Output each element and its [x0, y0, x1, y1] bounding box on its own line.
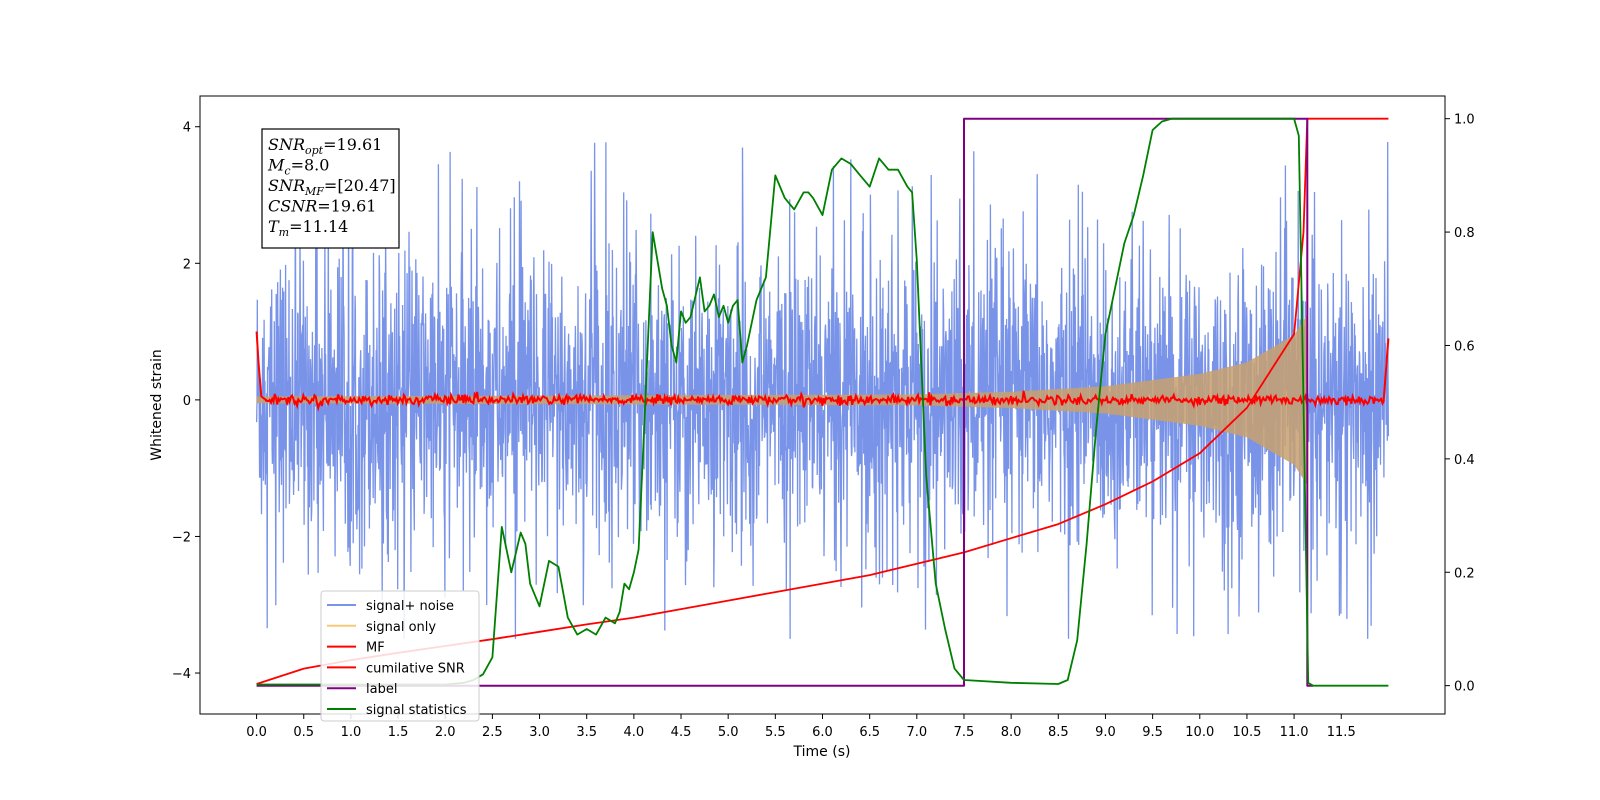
x-axis: 0.0 0.5 1.0 1.5 2.0 2.5 3.0 3.5 4.0 4.5 5.0 5.5 6.0 6… — [246, 714, 1356, 740]
y-left-tick-label: 4 — [183, 121, 191, 136]
y-axis-right: 1.0 0.8 0.6 0.4 0.2 0.0 — [1445, 113, 1475, 695]
signal-plus-noise-series — [255, 141, 1390, 639]
annotation-symbol: M — [267, 156, 285, 175]
y-left-tick-label: −4 — [172, 667, 191, 682]
annotation-box: SNRopt=19.61Mc=8.0SNRMF=[20.47]CSNR=19.6… — [261, 128, 400, 249]
annotation-subscript: c — [284, 165, 290, 178]
x-tick-label: 3.5 — [576, 725, 597, 740]
signal-only-layer — [256, 314, 1308, 486]
legend-label: MF — [366, 641, 385, 656]
y-axis-left: 4 2 0 −2 −4 — [172, 121, 200, 682]
y-right-tick-label: 0.0 — [1454, 680, 1475, 695]
annotation-line: SNRopt=19.61 — [268, 135, 382, 157]
annotation-line: SNRMF=[20.47] — [268, 176, 396, 198]
annotation-value: =19.61 — [317, 197, 376, 216]
annotation-value: =11.14 — [289, 217, 348, 236]
x-tick-label: 11.5 — [1327, 725, 1356, 740]
x-tick-label: 7.5 — [954, 725, 975, 740]
signal-plus-noise-layer — [255, 141, 1390, 639]
x-tick-label: 8.5 — [1048, 725, 1069, 740]
x-tick-label: 1.0 — [341, 725, 362, 740]
y-axis-label: Whitened strain — [149, 349, 165, 460]
x-tick-label: 11.0 — [1280, 725, 1309, 740]
annotation-value: =8.0 — [291, 156, 330, 175]
x-tick-label: 7.0 — [906, 725, 927, 740]
legend-label: signal statistics — [366, 703, 467, 718]
mf-layer — [255, 331, 1390, 412]
x-tick-label: 4.5 — [671, 725, 692, 740]
legend-label: label — [366, 682, 397, 697]
y-right-tick-label: 0.2 — [1454, 566, 1475, 581]
annotation-value: =[20.47] — [324, 176, 396, 195]
mf-series — [255, 331, 1390, 412]
x-tick-label: 5.0 — [718, 725, 739, 740]
annotation-subscript: m — [279, 226, 289, 239]
annotation-frame — [261, 128, 400, 249]
x-tick-label: 8.0 — [1001, 725, 1022, 740]
y-left-tick-label: 0 — [183, 394, 191, 409]
x-tick-label: 9.0 — [1095, 725, 1116, 740]
x-tick-label: 4.0 — [624, 725, 645, 740]
signal-only-series — [256, 314, 1308, 486]
y-left-tick-label: 2 — [183, 257, 191, 272]
x-tick-label: 6.5 — [859, 725, 880, 740]
legend-label: signal only — [366, 620, 436, 635]
signal-statistics-series — [256, 117, 1389, 687]
annotation-symbol: SNR — [268, 135, 305, 154]
annotation-line: Tm=11.14 — [268, 217, 348, 239]
x-axis-label: Time (s) — [793, 744, 851, 760]
annotation-subscript: MF — [304, 185, 324, 198]
y-right-tick-label: 1.0 — [1454, 113, 1475, 128]
annotation-value: =19.61 — [323, 135, 382, 154]
annotation-symbol: T — [268, 217, 280, 236]
x-tick-label: 10.5 — [1232, 725, 1261, 740]
y-left-tick-label: −2 — [172, 530, 191, 545]
x-tick-label: 1.5 — [388, 725, 409, 740]
x-tick-label: 0.0 — [246, 725, 267, 740]
y-right-tick-label: 0.4 — [1454, 453, 1475, 468]
x-tick-label: 3.0 — [529, 725, 550, 740]
legend-label: cumilative SNR — [366, 661, 465, 676]
annotation-symbol: SNR — [268, 176, 305, 195]
x-tick-label: 2.0 — [435, 725, 456, 740]
annotation-symbol: CSNR — [268, 197, 317, 216]
x-tick-label: 5.5 — [765, 725, 786, 740]
legend: signal+ noise signal only MF cumilative SNR… — [320, 590, 480, 722]
annotation-line: CSNR=19.61 — [268, 197, 376, 216]
annotation-subscript: opt — [305, 144, 324, 157]
x-tick-label: 9.5 — [1142, 725, 1163, 740]
annotation-line: Mc=8.0 — [267, 156, 329, 178]
y-right-tick-label: 0.6 — [1454, 339, 1475, 354]
y-right-tick-label: 0.8 — [1454, 226, 1475, 241]
x-tick-label: 0.5 — [293, 725, 314, 740]
legend-label: signal+ noise — [366, 599, 454, 614]
x-tick-label: 10.0 — [1185, 725, 1214, 740]
label-series — [256, 117, 1313, 687]
legend-frame — [320, 590, 480, 722]
x-tick-label: 2.5 — [482, 725, 503, 740]
x-tick-label: 6.0 — [812, 725, 833, 740]
